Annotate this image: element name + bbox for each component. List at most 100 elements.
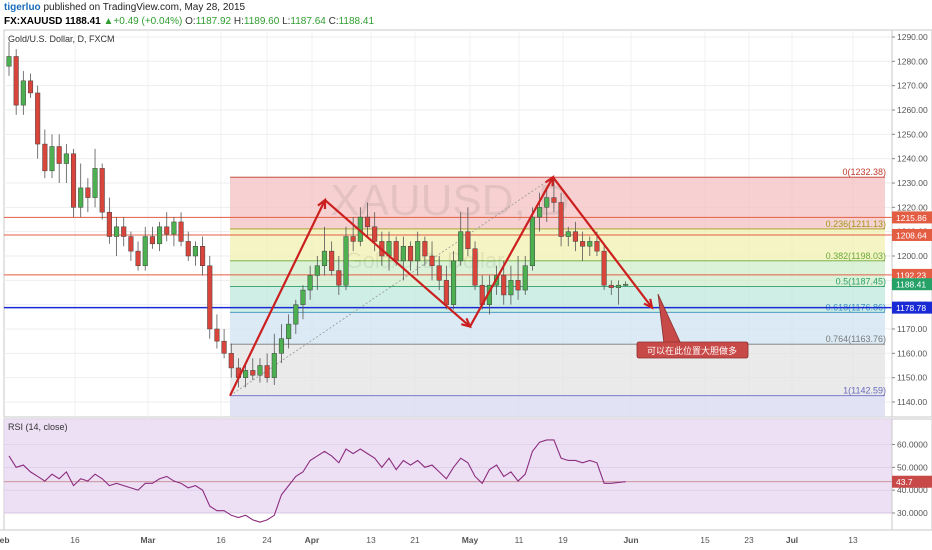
symbol-label[interactable]: FX:XAUUSD xyxy=(4,16,63,27)
candle-body xyxy=(501,275,507,296)
fib-zone xyxy=(230,260,885,287)
candle-body xyxy=(336,270,342,286)
candle-body xyxy=(458,231,464,262)
open-label: O: xyxy=(185,16,196,27)
price-axis[interactable]: 1140.001150.001160.001170.001180.001190.… xyxy=(891,29,932,418)
candle-body xyxy=(407,246,414,262)
pane-titles: Gold/U.S. Dollar, D, FXCM RSI (14, close) xyxy=(8,34,115,432)
rsi-series-line xyxy=(8,439,626,523)
candle-body xyxy=(27,80,34,94)
candle-body xyxy=(465,231,471,249)
candle-body xyxy=(587,241,593,247)
candle-body xyxy=(508,280,514,296)
fib-level-label: 1(1142.59) xyxy=(843,386,886,396)
rsi-pane-title: RSI (14, close) xyxy=(8,422,68,432)
candle-body xyxy=(300,289,306,305)
price-tick-label: 1160.00 xyxy=(897,348,927,358)
candle-body xyxy=(321,250,328,266)
candle-body xyxy=(572,231,578,242)
fib-zone xyxy=(230,177,885,229)
candle-body xyxy=(529,216,535,266)
candle-body xyxy=(314,265,320,276)
price-tag xyxy=(892,211,932,224)
candle-body xyxy=(99,168,105,213)
candle-body xyxy=(135,250,141,266)
candle-body xyxy=(157,226,163,245)
fib-level-label: 0.236(1211.13) xyxy=(826,219,886,229)
candle-body xyxy=(20,80,26,106)
pattern-line xyxy=(552,176,653,309)
candle-body xyxy=(558,202,564,237)
time-tick-label: Feb xyxy=(0,535,10,545)
price-tick-label: 1250.00 xyxy=(897,129,928,139)
candle-body xyxy=(537,207,543,218)
time-tick-label: 24 xyxy=(262,535,272,545)
chart-header: tigerluo published on TradingView.com, M… xyxy=(0,0,932,30)
price-tick-label: 1270.00 xyxy=(897,81,928,91)
price-tick-label: 1230.00 xyxy=(897,178,928,188)
time-tick-label: 11 xyxy=(515,535,524,545)
candle-body xyxy=(42,143,48,172)
candle-body xyxy=(121,226,127,237)
candle-body xyxy=(422,241,428,257)
main-pane-title: Gold/U.S. Dollar, D, FXCM xyxy=(8,34,115,44)
fib-trend-line xyxy=(229,176,554,397)
low-value: 1187.64 xyxy=(290,16,326,27)
candle-body xyxy=(164,226,170,235)
change-arrow-icon: ▲ xyxy=(103,16,114,27)
fib-level-label: 0(1232.38) xyxy=(842,167,886,177)
rsi-pane: 30.0000 40.0000 50.0000 60.0000 43.7 xyxy=(3,418,932,531)
fib-zone xyxy=(230,228,885,261)
price-tag-label: 1208.64 xyxy=(896,230,927,240)
last-price: 1188.41 xyxy=(65,16,101,27)
price-tag-label: 1192.23 xyxy=(896,270,926,280)
rsi-tick-label: 50.0000 xyxy=(897,462,928,472)
candle-body xyxy=(264,365,270,378)
candle-body xyxy=(243,370,249,378)
time-axis[interactable]: Feb 16 Mar 16 24 Apr 13 21 May 11 19 Jun 15 23 Jul 13 xyxy=(0,529,932,550)
candle-body xyxy=(171,221,177,235)
candle-body xyxy=(114,226,120,237)
price-tag-label: 1188.41 xyxy=(896,280,926,290)
fibonacci-retracement[interactable]: 0(1232.38) 0.236(1211.13) 0.382(1198.03) 0.… xyxy=(229,167,886,417)
candle-body xyxy=(63,153,69,164)
candle-body xyxy=(207,265,213,330)
author-link[interactable]: tigerluo xyxy=(4,2,41,13)
price-tick-label: 1140.00 xyxy=(897,397,927,407)
candle-body xyxy=(601,250,607,286)
published-text: published on TradingView.com, May 28, 20… xyxy=(43,2,246,13)
candle-body xyxy=(580,241,586,247)
candle-body xyxy=(92,168,98,198)
candle-body xyxy=(250,370,256,376)
arrow-head-icon xyxy=(317,197,327,210)
candle-body xyxy=(70,153,77,208)
candle-body xyxy=(149,236,155,245)
price-tag-label: 1215.86 xyxy=(896,213,927,223)
price-tick-label: 1170.00 xyxy=(897,324,927,334)
fib-zone xyxy=(230,286,885,313)
candle-body xyxy=(307,275,313,291)
time-tick-label: 16 xyxy=(70,535,80,545)
candle-body xyxy=(221,340,227,354)
candle-body xyxy=(393,241,399,262)
time-tick-label: Jun xyxy=(623,535,638,545)
price-tag xyxy=(892,301,932,314)
candle-body xyxy=(515,280,521,291)
price-tick-label: 1290.00 xyxy=(897,32,928,42)
rsi-band xyxy=(4,419,892,513)
high-value: 1189.60 xyxy=(243,16,280,27)
rsi-tick-label: 60.0000 xyxy=(897,440,928,450)
candle-body xyxy=(415,241,421,262)
candle-body xyxy=(623,283,629,286)
candle-body xyxy=(85,187,91,198)
candle-body xyxy=(200,246,206,266)
annotation-layer[interactable]: 可以在此位置大胆做多 xyxy=(636,293,749,359)
candle-body xyxy=(286,323,292,339)
candle-body xyxy=(257,365,263,376)
close-label: C: xyxy=(328,16,339,27)
pattern-lines[interactable] xyxy=(229,174,654,397)
arrow-head-icon xyxy=(643,298,654,310)
candle-body xyxy=(472,248,478,286)
price-axis-bg xyxy=(891,29,932,418)
